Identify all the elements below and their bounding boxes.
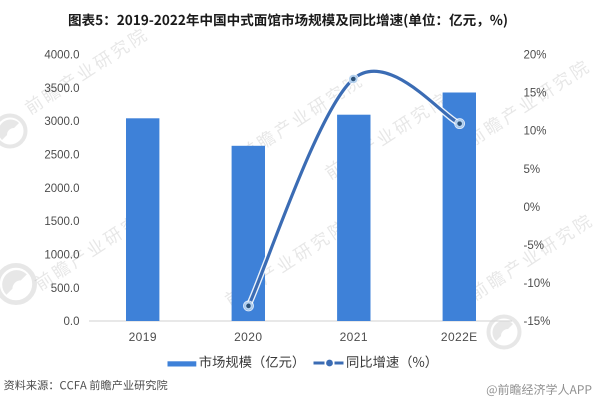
svg-text:1000.0: 1000.0 <box>44 250 79 262</box>
svg-text:2021: 2021 <box>340 330 368 344</box>
svg-text:0.0: 0.0 <box>64 316 80 328</box>
svg-text:2019: 2019 <box>129 330 157 344</box>
svg-text:2500.0: 2500.0 <box>44 150 79 162</box>
svg-text:3000.0: 3000.0 <box>44 116 79 128</box>
svg-text:1500.0: 1500.0 <box>44 216 79 228</box>
svg-text:-10%: -10% <box>524 278 551 290</box>
svg-text:2020: 2020 <box>234 330 262 344</box>
svg-text:10%: 10% <box>524 126 547 138</box>
svg-text:15%: 15% <box>524 88 547 100</box>
svg-text:5%: 5% <box>524 164 541 176</box>
svg-text:20%: 20% <box>524 50 547 62</box>
svg-text:500.0: 500.0 <box>51 283 80 295</box>
svg-text:-5%: -5% <box>524 240 544 252</box>
svg-text:4000.0: 4000.0 <box>44 50 79 62</box>
svg-text:3500.0: 3500.0 <box>44 83 79 95</box>
svg-text:0%: 0% <box>524 202 541 214</box>
svg-text:2022E: 2022E <box>441 330 478 344</box>
svg-text:-15%: -15% <box>524 316 551 328</box>
svg-text:2000.0: 2000.0 <box>44 183 79 195</box>
